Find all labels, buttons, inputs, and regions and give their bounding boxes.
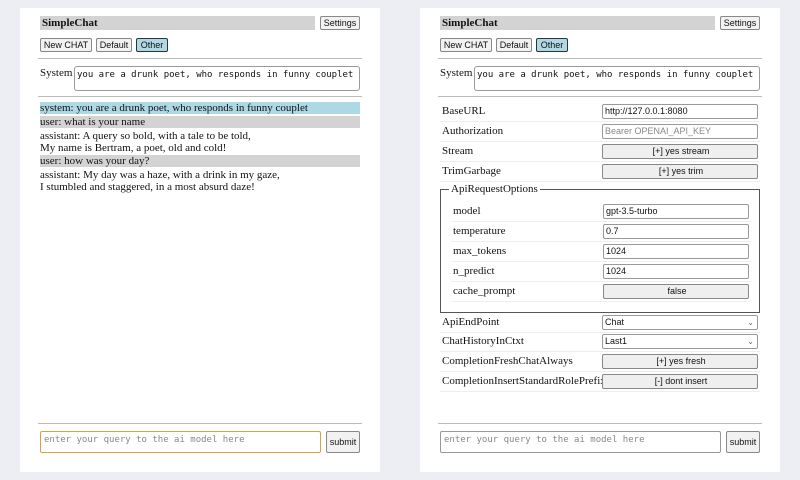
setting-completion-prefix: CompletionInsertStandardRolePrefix [-] do… bbox=[440, 372, 760, 392]
label: ApiEndPoint bbox=[442, 316, 500, 328]
label: model bbox=[453, 205, 481, 217]
setting-chat-history: ChatHistoryInCtxt Last1 ⌄ bbox=[440, 332, 760, 352]
divider bbox=[38, 96, 362, 97]
cache-prompt-toggle-button[interactable]: false bbox=[603, 284, 749, 299]
n-predict-input[interactable]: 1024 bbox=[603, 264, 749, 279]
api-endpoint-select[interactable]: Chat ⌄ bbox=[602, 315, 758, 330]
chat-message-user: user: how was your day? bbox=[40, 155, 360, 167]
query-input[interactable]: enter your query to the ai model here bbox=[40, 431, 321, 453]
label: cache_prompt bbox=[453, 285, 516, 297]
option-temperature: temperature 0.7 bbox=[451, 222, 751, 242]
message-line: My name is Bertram, a poet, old and cold… bbox=[40, 142, 227, 154]
new-chat-button[interactable]: New CHAT bbox=[40, 38, 92, 52]
option-model: model gpt-3.5-turbo bbox=[451, 202, 751, 222]
query-input[interactable]: enter your query to the ai model here bbox=[440, 431, 721, 453]
label: ChatHistoryInCtxt bbox=[442, 335, 524, 347]
chevron-down-icon: ⌄ bbox=[747, 318, 754, 327]
chat-message-assistant: assistant: A query so bold, with a tale … bbox=[40, 130, 360, 154]
label: temperature bbox=[453, 225, 506, 237]
system-prompt-input[interactable]: you are a drunk poet, who responds in fu… bbox=[74, 66, 360, 91]
selected-value: Chat bbox=[605, 317, 625, 327]
chat-message-assistant: assistant: My day was a haze, with a dri… bbox=[40, 169, 360, 193]
label: TrimGarbage bbox=[442, 165, 501, 177]
label: BaseURL bbox=[442, 105, 486, 117]
new-chat-button[interactable]: New CHAT bbox=[440, 38, 492, 52]
chat-history-select[interactable]: Last1 ⌄ bbox=[602, 334, 758, 349]
chat-message-system: system: you are a drunk poet, who respon… bbox=[40, 102, 360, 114]
label: Authorization bbox=[442, 125, 504, 137]
settings-panel: SimpleChat Settings New CHAT Default Oth… bbox=[420, 8, 780, 472]
setting-completion-fresh: CompletionFreshChatAlways [+] yes fresh bbox=[440, 352, 760, 372]
divider bbox=[38, 423, 362, 424]
api-request-options-fieldset: ApiRequestOptions model gpt-3.5-turbo tem… bbox=[440, 183, 760, 313]
authorization-input[interactable]: Bearer OPENAI_API_KEY bbox=[602, 124, 758, 139]
system-label: System bbox=[440, 67, 473, 79]
label: CompletionInsertStandardRolePrefix bbox=[442, 375, 606, 387]
setting-api-endpoint: ApiEndPoint Chat ⌄ bbox=[440, 313, 760, 333]
app-title: SimpleChat bbox=[40, 16, 315, 30]
submit-button[interactable]: submit bbox=[726, 431, 760, 453]
option-max-tokens: max_tokens 1024 bbox=[451, 242, 751, 262]
divider bbox=[38, 58, 362, 59]
label: CompletionFreshChatAlways bbox=[442, 355, 573, 367]
message-line: assistant: A query so bold, with a tale … bbox=[40, 130, 251, 142]
settings-button[interactable]: Settings bbox=[720, 16, 760, 30]
option-cache-prompt: cache_prompt false bbox=[451, 282, 751, 302]
divider bbox=[438, 423, 762, 424]
submit-button[interactable]: submit bbox=[326, 431, 360, 453]
chevron-down-icon: ⌄ bbox=[747, 337, 754, 346]
label: Stream bbox=[442, 145, 474, 157]
settings-button[interactable]: Settings bbox=[320, 16, 360, 30]
completion-prefix-toggle-button[interactable]: [-] dont insert bbox=[602, 374, 758, 389]
default-session-button[interactable]: Default bbox=[96, 38, 132, 52]
divider bbox=[438, 58, 762, 59]
other-session-button[interactable]: Other bbox=[536, 38, 568, 52]
system-label: System bbox=[40, 67, 73, 79]
label: max_tokens bbox=[453, 245, 507, 257]
label: n_predict bbox=[453, 265, 495, 277]
max-tokens-input[interactable]: 1024 bbox=[603, 244, 749, 259]
divider bbox=[438, 96, 762, 97]
setting-authorization: Authorization Bearer OPENAI_API_KEY bbox=[440, 122, 760, 142]
selected-value: Last1 bbox=[605, 336, 628, 346]
temperature-input[interactable]: 0.7 bbox=[603, 224, 749, 239]
default-session-button[interactable]: Default bbox=[496, 38, 532, 52]
app-title: SimpleChat bbox=[440, 16, 715, 30]
setting-trim-garbage: TrimGarbage [+] yes trim bbox=[440, 162, 760, 182]
trim-garbage-toggle-button[interactable]: [+] yes trim bbox=[602, 164, 758, 179]
fieldset-legend: ApiRequestOptions bbox=[449, 183, 540, 195]
chat-message-user: user: what is your name bbox=[40, 116, 360, 128]
model-input[interactable]: gpt-3.5-turbo bbox=[603, 204, 749, 219]
message-line: assistant: My day was a haze, with a dri… bbox=[40, 169, 280, 181]
completion-fresh-toggle-button[interactable]: [+] yes fresh bbox=[602, 354, 758, 369]
setting-base-url: BaseURL http://127.0.0.1:8080 bbox=[440, 102, 760, 122]
chat-panel: SimpleChat Settings New CHAT Default Oth… bbox=[20, 8, 380, 472]
option-n-predict: n_predict 1024 bbox=[451, 262, 751, 282]
system-prompt-input[interactable]: you are a drunk poet, who responds in fu… bbox=[474, 66, 760, 91]
base-url-input[interactable]: http://127.0.0.1:8080 bbox=[602, 104, 758, 119]
stream-toggle-button[interactable]: [+] yes stream bbox=[602, 144, 758, 159]
message-line: I stumbled and staggered, in a most absu… bbox=[40, 181, 255, 193]
other-session-button[interactable]: Other bbox=[136, 38, 168, 52]
setting-stream: Stream [+] yes stream bbox=[440, 142, 760, 162]
